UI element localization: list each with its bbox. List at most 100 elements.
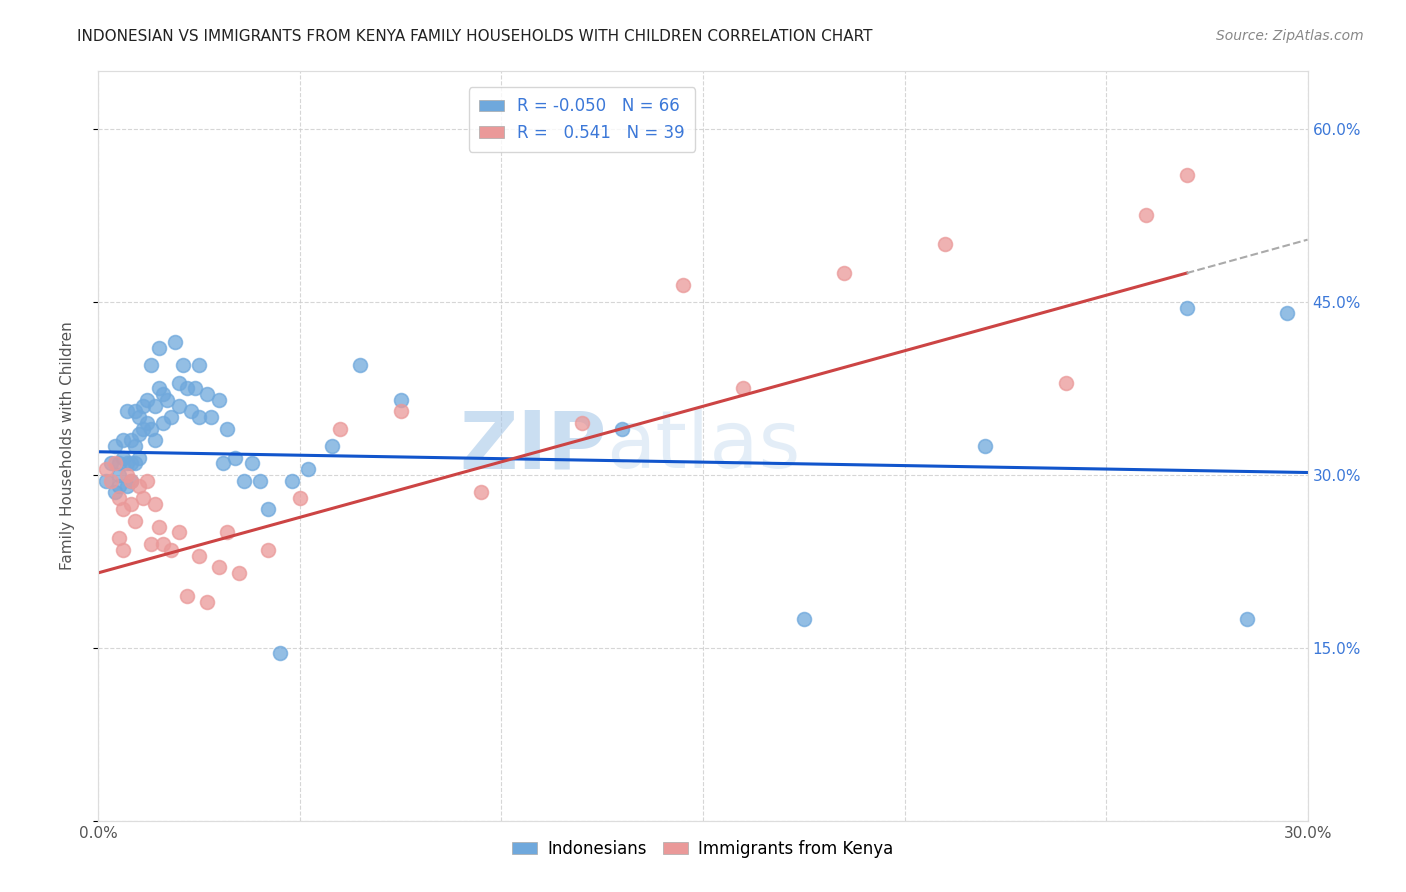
Point xyxy=(1277,306,1299,320)
Point xyxy=(1135,209,1157,223)
Point xyxy=(120,474,142,488)
Point xyxy=(115,479,138,493)
Point xyxy=(195,594,218,608)
Point xyxy=(132,491,155,505)
Point xyxy=(120,474,142,488)
Point xyxy=(224,450,246,465)
Point xyxy=(143,434,166,448)
Point xyxy=(212,456,235,470)
Point xyxy=(107,456,129,470)
Point xyxy=(135,416,157,430)
Point xyxy=(176,381,198,395)
Point xyxy=(256,502,278,516)
Point xyxy=(793,612,815,626)
Point xyxy=(135,474,157,488)
Legend: Indonesians, Immigrants from Kenya: Indonesians, Immigrants from Kenya xyxy=(506,833,900,864)
Point xyxy=(128,410,150,425)
Point xyxy=(148,381,170,395)
Y-axis label: Family Households with Children: Family Households with Children xyxy=(60,322,75,570)
Text: ZIP: ZIP xyxy=(458,407,606,485)
Point xyxy=(1175,301,1198,315)
Point xyxy=(120,434,142,448)
Point xyxy=(120,497,142,511)
Point xyxy=(100,456,122,470)
Point xyxy=(188,410,211,425)
Point xyxy=(139,359,162,373)
Point xyxy=(107,479,129,493)
Point xyxy=(124,439,146,453)
Point xyxy=(208,560,231,574)
Point xyxy=(256,542,278,557)
Point xyxy=(571,416,593,430)
Point xyxy=(152,537,174,551)
Point xyxy=(321,439,343,453)
Point xyxy=(107,491,129,505)
Point xyxy=(135,392,157,407)
Point xyxy=(672,277,695,292)
Point xyxy=(188,359,211,373)
Point xyxy=(107,467,129,482)
Point xyxy=(128,479,150,493)
Point xyxy=(100,474,122,488)
Point xyxy=(152,416,174,430)
Point xyxy=(167,525,190,540)
Point xyxy=(111,434,134,448)
Point xyxy=(148,519,170,533)
Point xyxy=(107,531,129,545)
Point xyxy=(281,474,304,488)
Point xyxy=(103,456,125,470)
Point xyxy=(163,335,186,350)
Point xyxy=(167,399,190,413)
Point xyxy=(733,381,755,395)
Point xyxy=(96,462,118,476)
Point xyxy=(132,399,155,413)
Point xyxy=(1054,376,1077,390)
Point xyxy=(934,237,956,252)
Point xyxy=(96,474,118,488)
Point xyxy=(143,399,166,413)
Point xyxy=(208,392,231,407)
Text: atlas: atlas xyxy=(606,407,800,485)
Point xyxy=(139,422,162,436)
Point xyxy=(128,427,150,442)
Point xyxy=(470,485,492,500)
Point xyxy=(132,422,155,436)
Point xyxy=(120,456,142,470)
Point xyxy=(349,359,371,373)
Point xyxy=(111,542,134,557)
Point xyxy=(115,456,138,470)
Point xyxy=(124,456,146,470)
Point xyxy=(217,525,239,540)
Point xyxy=(249,474,271,488)
Point xyxy=(269,647,291,661)
Point xyxy=(160,410,183,425)
Point xyxy=(217,422,239,436)
Point xyxy=(172,359,194,373)
Point xyxy=(128,450,150,465)
Point xyxy=(240,456,263,470)
Point xyxy=(103,439,125,453)
Point xyxy=(124,514,146,528)
Point xyxy=(329,422,352,436)
Point xyxy=(103,485,125,500)
Point xyxy=(180,404,202,418)
Point xyxy=(832,266,855,280)
Point xyxy=(124,404,146,418)
Point xyxy=(184,381,207,395)
Point xyxy=(1175,168,1198,182)
Point xyxy=(111,450,134,465)
Point xyxy=(612,422,634,436)
Point xyxy=(115,404,138,418)
Point xyxy=(297,462,319,476)
Point xyxy=(389,404,412,418)
Text: Source: ZipAtlas.com: Source: ZipAtlas.com xyxy=(1216,29,1364,43)
Point xyxy=(111,502,134,516)
Point xyxy=(167,376,190,390)
Point xyxy=(974,439,997,453)
Point xyxy=(232,474,254,488)
Point xyxy=(143,497,166,511)
Point xyxy=(188,549,211,563)
Point xyxy=(176,589,198,603)
Point xyxy=(1236,612,1258,626)
Point xyxy=(228,566,250,580)
